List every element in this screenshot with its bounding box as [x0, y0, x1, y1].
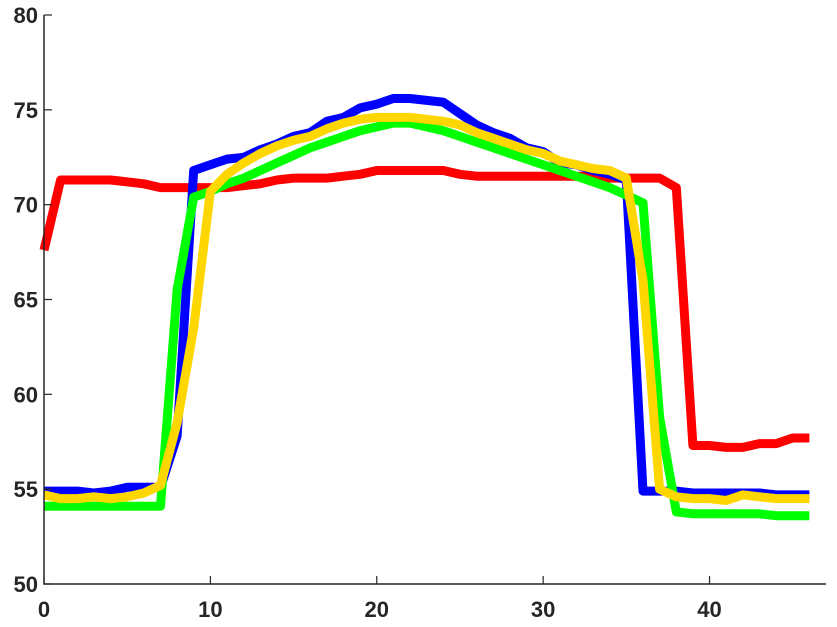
series-line-3: [44, 118, 810, 521]
y-tick-label: 70: [14, 193, 38, 218]
y-tick-label: 50: [14, 572, 38, 597]
y-tick-label: 55: [14, 477, 38, 502]
series-layer: [39, 94, 810, 521]
x-tick-label: 10: [198, 597, 222, 622]
y-tick-label: 60: [14, 382, 38, 407]
x-tick-label: 40: [697, 597, 721, 622]
ticks-layer: 50 55 60 65 70 75 80 0 10 20 30 40: [14, 3, 722, 622]
y-tick-label: 75: [14, 98, 38, 123]
series-line-1: [39, 166, 810, 452]
y-tick-label: 65: [14, 288, 38, 313]
y-tick-label: 80: [14, 3, 38, 28]
x-tick-label: 20: [365, 597, 389, 622]
x-tick-label: 30: [531, 597, 555, 622]
x-tick-label: 0: [38, 597, 50, 622]
series-line-4: [43, 112, 810, 505]
